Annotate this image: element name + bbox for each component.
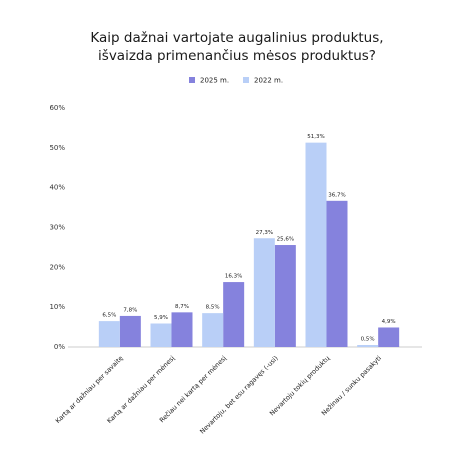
- value-label: 5,9%: [154, 315, 168, 321]
- value-label: 16,3%: [225, 274, 242, 280]
- value-label: 0,5%: [361, 337, 375, 343]
- value-label: 8,7%: [175, 304, 189, 310]
- bar: [253, 238, 275, 347]
- value-label: 36,7%: [328, 192, 345, 198]
- y-tick-label: 60%: [49, 104, 65, 112]
- value-label: 6,5%: [102, 313, 116, 319]
- legend-label: 2025 m.: [200, 77, 229, 85]
- value-label: 27,3%: [256, 230, 273, 236]
- value-label: 51,3%: [307, 134, 324, 140]
- bar: [119, 315, 141, 347]
- chart-title: Kaip dažnai vartojate augalinius produkt…: [90, 30, 383, 46]
- x-tick-label: Nežinau / sunku pasakyti: [320, 354, 383, 417]
- y-tick-label: 10%: [49, 303, 65, 311]
- value-label: 8,5%: [206, 305, 220, 311]
- value-label: 25,6%: [277, 237, 294, 243]
- y-tick-label: 0%: [54, 343, 65, 351]
- y-tick-label: 50%: [49, 144, 65, 152]
- y-tick-label: 30%: [49, 224, 65, 232]
- bar: [274, 245, 296, 347]
- bar: [305, 142, 327, 347]
- x-tick-label: Nevartoju tokių produktų: [268, 354, 331, 417]
- y-tick-label: 40%: [49, 184, 65, 192]
- bar: [378, 327, 400, 347]
- bar: [171, 312, 193, 347]
- value-label: 7,8%: [123, 307, 137, 313]
- bar: [223, 282, 245, 347]
- legend-label: 2022 m.: [254, 77, 283, 85]
- bar: [326, 200, 348, 347]
- bar: [150, 323, 172, 347]
- legend-swatch: [243, 77, 249, 83]
- y-tick-label: 20%: [49, 263, 65, 271]
- bar: [202, 313, 224, 347]
- value-label: 4,9%: [382, 319, 396, 325]
- chart-title: išvaizda primenančius mėsos produktus?: [98, 48, 376, 64]
- bar: [357, 345, 379, 347]
- bar: [98, 321, 120, 347]
- legend-swatch: [189, 77, 195, 83]
